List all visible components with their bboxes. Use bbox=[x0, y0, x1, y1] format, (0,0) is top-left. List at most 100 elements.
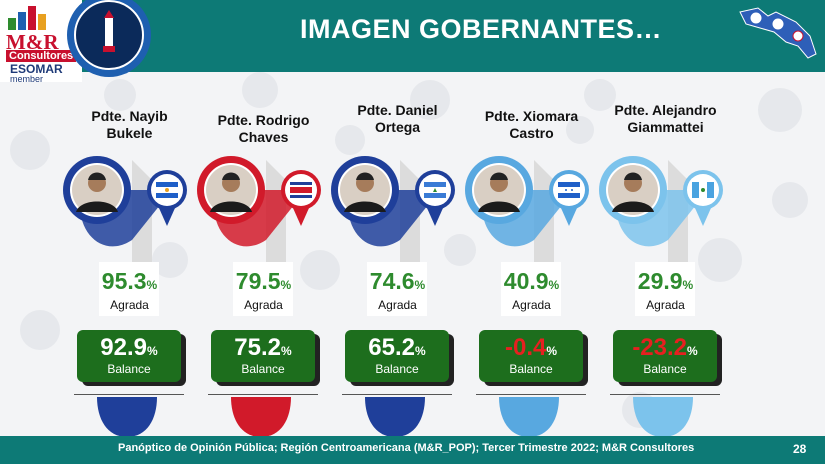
column-divider bbox=[610, 394, 720, 395]
balance-number: -0.4 bbox=[504, 334, 547, 361]
agree-card bbox=[501, 262, 561, 316]
leader-name-line2: Ortega bbox=[374, 119, 421, 135]
balance-pct: % bbox=[546, 344, 558, 358]
leader-name-line1: Pdte. Daniel bbox=[357, 102, 438, 118]
balance-value: 65.2% bbox=[345, 334, 449, 362]
color-drop-shape bbox=[365, 397, 425, 437]
agree-card bbox=[233, 262, 293, 316]
balance-card bbox=[613, 330, 717, 382]
balance-card bbox=[77, 330, 181, 382]
leader-portrait-graphic bbox=[197, 156, 321, 268]
country-flag-icon bbox=[424, 182, 446, 198]
balance-label: Balance bbox=[509, 362, 553, 376]
leader-column: Pdte. Daniel Ortega 74.6% Agrada 65.2% B… bbox=[330, 0, 465, 464]
agree-value: 74.6% bbox=[330, 268, 465, 295]
balance-card bbox=[211, 330, 315, 382]
leader-column: Pdte. Rodrigo Chaves 79.5% Agrada 75.2% … bbox=[196, 0, 331, 464]
leader-name-line1: Pdte. Rodrigo bbox=[217, 112, 310, 128]
agree-value: 79.5% bbox=[196, 268, 331, 295]
column-divider bbox=[74, 394, 184, 395]
lighthouse-badge-icon bbox=[67, 0, 151, 77]
agree-pct: % bbox=[548, 278, 560, 292]
leader-column: Pdte. Alejandro Giammattei 29.9% Agrada … bbox=[598, 0, 733, 464]
balance-label: Balance bbox=[643, 362, 687, 376]
column-divider bbox=[342, 394, 452, 395]
agree-pct: % bbox=[280, 278, 292, 292]
agree-number: 29.9 bbox=[637, 268, 683, 294]
agree-label: Agrada bbox=[244, 298, 283, 312]
balance-value: -0.4% bbox=[479, 334, 583, 362]
agree-value: 40.9% bbox=[464, 268, 599, 295]
leader-name-line1: Pdte. Xiomara bbox=[484, 108, 579, 124]
agree-number: 40.9 bbox=[503, 268, 549, 294]
leader-name: Pdte. Xiomara Castro bbox=[464, 108, 599, 142]
central-america-map-icon bbox=[739, 7, 817, 59]
leader-column: Pdte. Nayib Bukele 95.3% Agrada 92.9% Ba… bbox=[62, 0, 197, 464]
chart-logo-icon bbox=[8, 6, 46, 30]
leader-name-line2: Castro bbox=[509, 125, 554, 141]
source-note: Panóptico de Opinión Pública; Región Cen… bbox=[118, 442, 695, 454]
agree-card bbox=[367, 262, 427, 316]
agree-pct: % bbox=[414, 278, 426, 292]
portrait-person-icon bbox=[76, 201, 118, 212]
balance-number: 65.2 bbox=[368, 334, 416, 361]
footer-bar bbox=[0, 436, 825, 464]
country-flag-icon bbox=[692, 182, 714, 198]
leader-name: Pdte. Rodrigo Chaves bbox=[196, 112, 331, 146]
esomar-label: ESOMAR bbox=[10, 62, 63, 76]
column-divider bbox=[208, 394, 318, 395]
country-flag-icon bbox=[156, 182, 178, 198]
leader-portrait-graphic bbox=[331, 156, 455, 268]
balance-pct: % bbox=[281, 344, 292, 358]
color-drop-shape bbox=[231, 397, 291, 437]
page-title: IMAGEN GOBERNANTES… bbox=[300, 14, 663, 44]
leader-name-line2: Giammattei bbox=[627, 119, 704, 135]
agree-pct: % bbox=[146, 278, 158, 292]
agree-label: Agrada bbox=[110, 298, 149, 312]
balance-card bbox=[479, 330, 583, 382]
agree-label: Agrada bbox=[378, 298, 417, 312]
leader-name-line1: Pdte. Alejandro bbox=[614, 102, 717, 118]
agree-value: 29.9% bbox=[598, 268, 733, 295]
column-divider bbox=[476, 394, 586, 395]
country-flag-icon bbox=[290, 182, 312, 198]
balance-label: Balance bbox=[241, 362, 285, 376]
color-drop-shape bbox=[633, 397, 693, 437]
balance-label: Balance bbox=[375, 362, 419, 376]
member-label: member bbox=[10, 74, 44, 84]
agree-number: 74.6 bbox=[369, 268, 415, 294]
balance-number: 75.2 bbox=[234, 334, 282, 361]
leader-name: Pdte. Alejandro Giammattei bbox=[598, 102, 733, 136]
portrait-person-icon bbox=[344, 201, 386, 212]
color-drop-shape bbox=[97, 397, 157, 437]
balance-label: Balance bbox=[107, 362, 151, 376]
balance-pct: % bbox=[687, 344, 698, 358]
agree-number: 95.3 bbox=[101, 268, 147, 294]
balance-pct: % bbox=[147, 344, 158, 358]
agree-pct: % bbox=[682, 278, 694, 292]
agree-value: 95.3% bbox=[62, 268, 197, 295]
leader-name-line2: Bukele bbox=[106, 125, 153, 141]
agree-card bbox=[635, 262, 695, 316]
balance-number: 92.9 bbox=[100, 334, 148, 361]
balance-value: -23.2% bbox=[613, 334, 717, 362]
balance-value: 75.2% bbox=[211, 334, 315, 362]
portrait-person-icon bbox=[612, 201, 654, 212]
leader-name-line1: Pdte. Nayib bbox=[91, 108, 168, 124]
leader-name: Pdte. Daniel Ortega bbox=[330, 102, 465, 136]
page-number: 28 bbox=[793, 442, 807, 456]
leader-portrait-graphic bbox=[465, 156, 589, 268]
agree-label: Agrada bbox=[512, 298, 551, 312]
balance-number: -23.2 bbox=[632, 334, 688, 361]
balance-card bbox=[345, 330, 449, 382]
leader-name-line2: Chaves bbox=[238, 129, 289, 145]
leader-column: Pdte. Xiomara Castro 40.9% Agrada -0.4% … bbox=[464, 0, 599, 464]
agree-number: 79.5 bbox=[235, 268, 281, 294]
agree-card bbox=[99, 262, 159, 316]
balance-value: 92.9% bbox=[77, 334, 181, 362]
leader-portrait-graphic bbox=[599, 156, 723, 268]
portrait-person-icon bbox=[478, 201, 520, 212]
leader-name: Pdte. Nayib Bukele bbox=[62, 108, 197, 142]
logo-subtitle: Consultores bbox=[6, 50, 77, 62]
